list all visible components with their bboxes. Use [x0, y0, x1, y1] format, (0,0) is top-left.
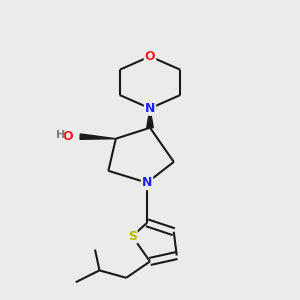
- Text: O: O: [62, 130, 73, 143]
- Polygon shape: [80, 134, 116, 139]
- Text: N: N: [145, 102, 155, 115]
- Text: S: S: [128, 230, 137, 243]
- Text: N: N: [142, 176, 152, 189]
- Text: O: O: [145, 50, 155, 63]
- Polygon shape: [147, 108, 153, 128]
- Text: H: H: [56, 130, 65, 140]
